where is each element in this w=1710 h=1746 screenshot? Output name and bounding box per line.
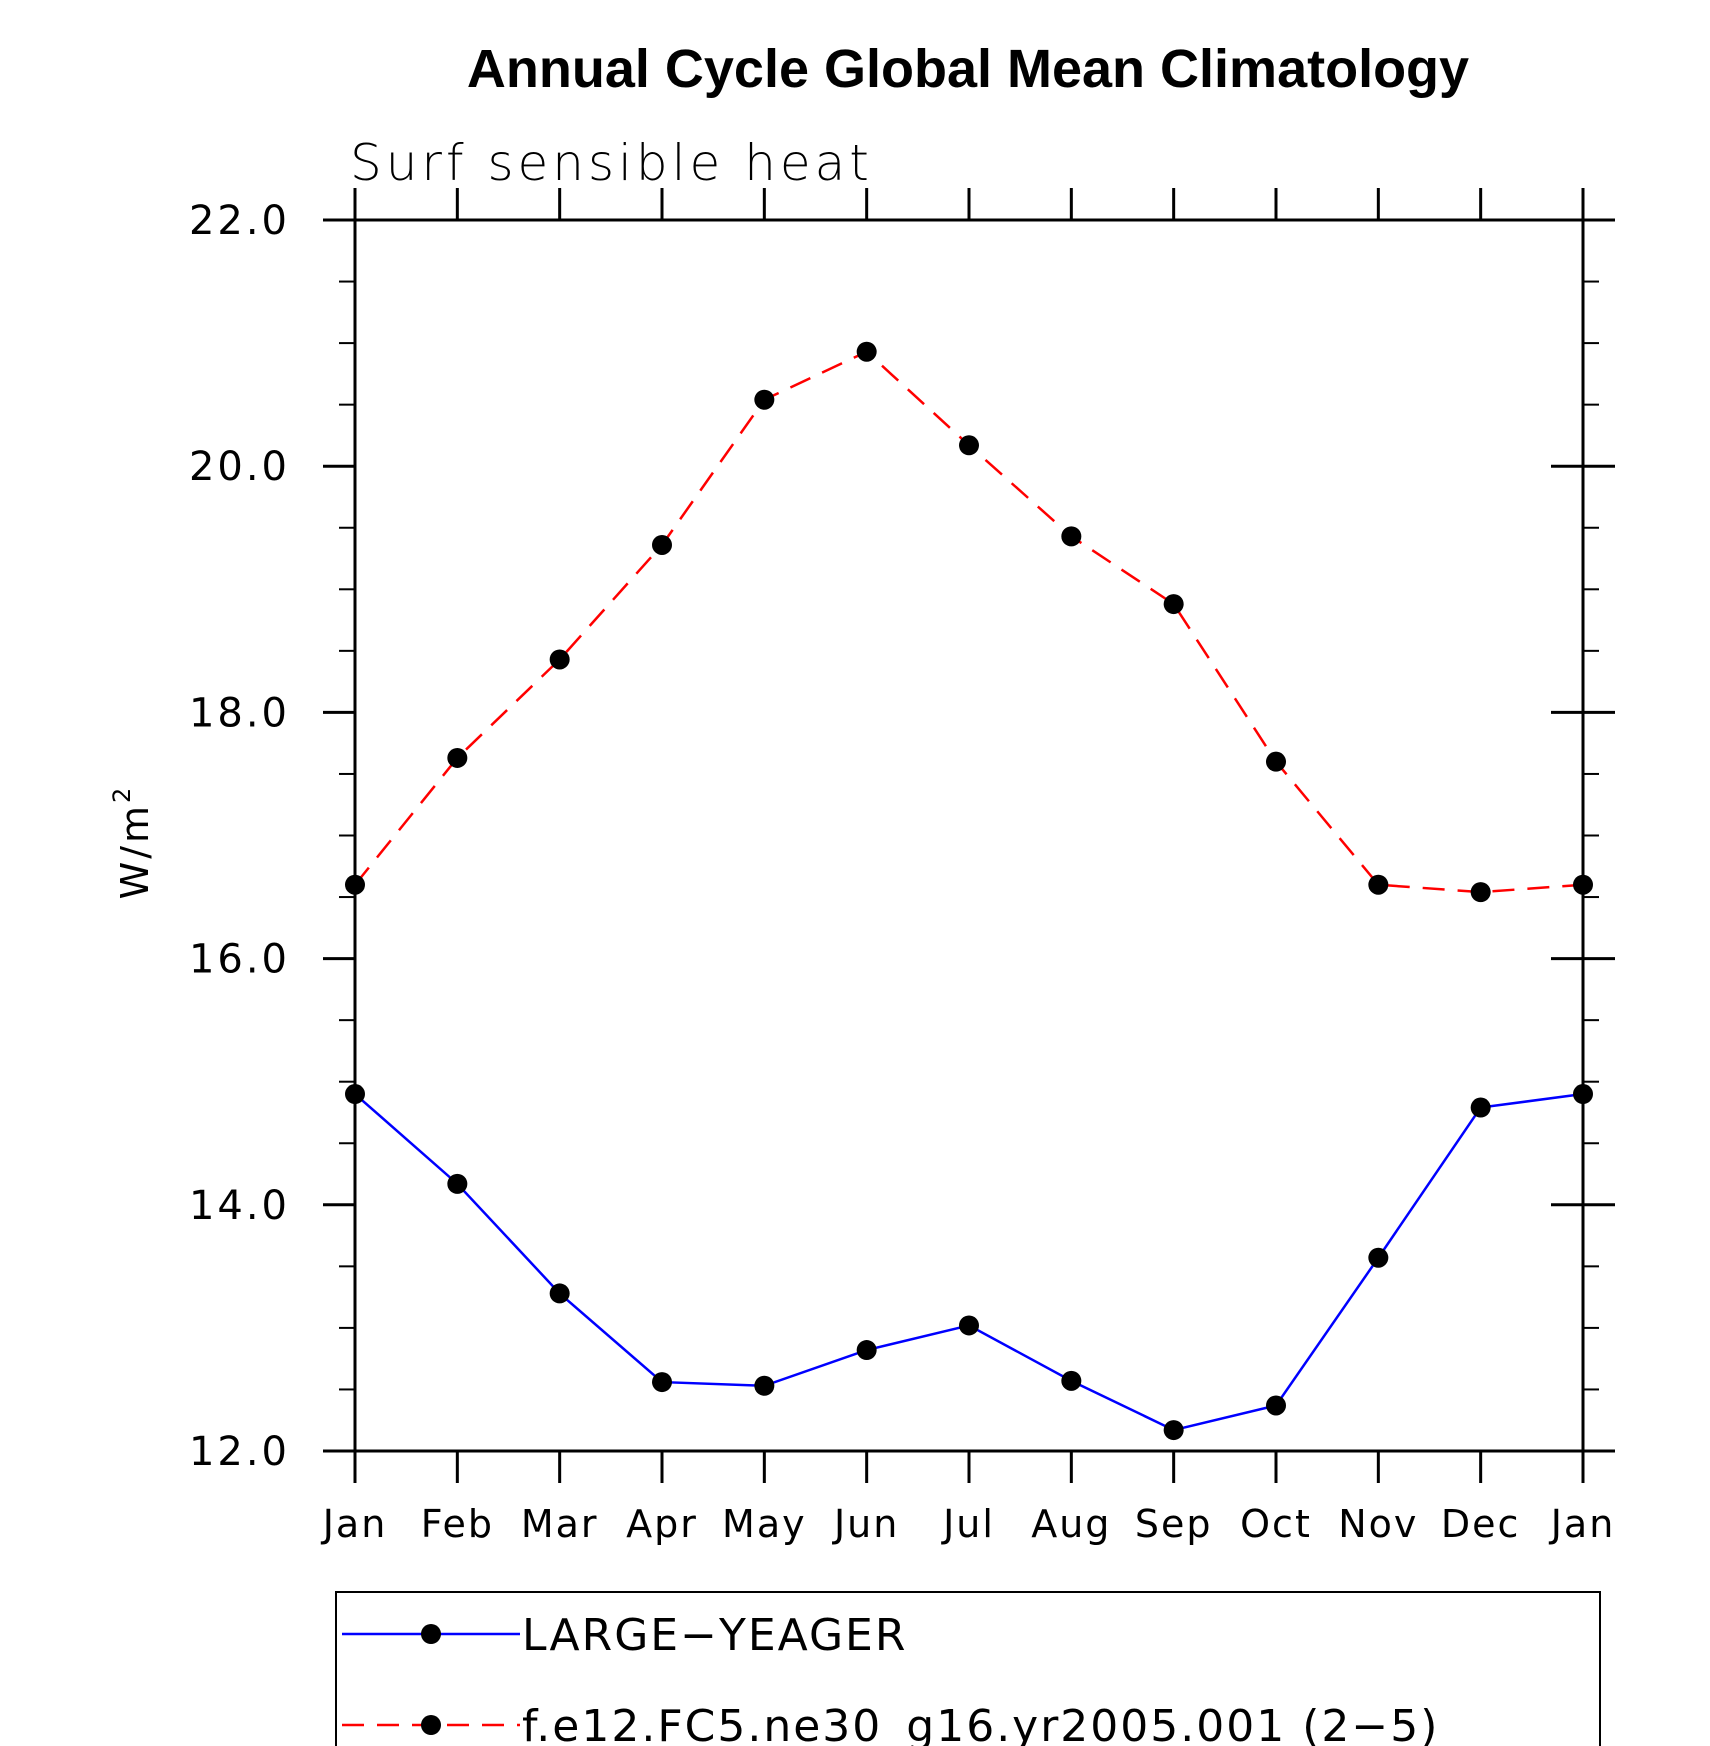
legend-box xyxy=(335,1591,1601,1746)
y-tick-label: 16.0 xyxy=(189,937,290,983)
data-point xyxy=(345,874,365,895)
data-point xyxy=(1163,1420,1184,1441)
y-tick-label: 20.0 xyxy=(189,444,290,490)
legend-item-1: f.e12.FC5.ne30_g16.yr2005.001 (2−5) xyxy=(342,1701,1439,1746)
data-point xyxy=(1061,526,1082,547)
data-point xyxy=(652,534,672,555)
x-tick-label: Sep xyxy=(1135,1502,1213,1546)
legend-items: LARGE−YEAGER f.e12.FC5.ne30_g16.yr2005.00… xyxy=(342,1610,1439,1746)
legend: LARGE−YEAGER f.e12.FC5.ne30_g16.yr2005.00… xyxy=(335,1591,1601,1746)
data-point xyxy=(1266,751,1286,772)
y-tick-label: 18.0 xyxy=(189,690,290,736)
series-line-0 xyxy=(354,1092,1584,1432)
series-line-1 xyxy=(354,350,1584,894)
y-axis-label-text: W/m xyxy=(113,803,157,899)
legend-marker xyxy=(421,1624,441,1644)
data-point xyxy=(1368,874,1389,895)
y-tick-labels: 12.0 14.0 16.0 18.0 20.0 22.0 xyxy=(189,198,290,1475)
data-point xyxy=(1470,882,1491,903)
data-point xyxy=(345,1084,365,1105)
chart-title: Annual Cycle Global Mean Climatology xyxy=(467,39,1469,99)
x-tick-label: Oct xyxy=(1240,1502,1312,1546)
x-tick-labels: Jan Feb Mar Apr May Jun Jul Aug Sep Oct Nov Dec Jan xyxy=(321,1502,1616,1546)
x-tick-label: Jul xyxy=(941,1502,995,1546)
x-tick-label: May xyxy=(722,1502,807,1546)
data-point xyxy=(1061,1370,1082,1391)
data-point xyxy=(1368,1247,1389,1268)
data-point xyxy=(1470,1097,1491,1118)
data-point xyxy=(1573,1084,1593,1105)
series-layer xyxy=(345,341,1593,1441)
data-point xyxy=(959,1315,979,1336)
x-tick-label: Aug xyxy=(1031,1502,1111,1546)
data-point xyxy=(959,435,979,456)
data-point xyxy=(856,1340,877,1361)
series-1 xyxy=(345,341,1593,903)
axis-ticks xyxy=(323,188,1615,1483)
legend-label: LARGE−YEAGER xyxy=(522,1610,907,1661)
data-point xyxy=(549,1283,570,1304)
y-tick-label: 22.0 xyxy=(189,198,290,244)
y-axis-label-superscript: 2 xyxy=(108,785,136,803)
x-tick-label: Mar xyxy=(521,1502,599,1546)
plot-frame xyxy=(353,218,1585,1453)
data-point xyxy=(1266,1395,1286,1416)
x-tick-label: Dec xyxy=(1441,1502,1521,1546)
series-0 xyxy=(345,1084,1593,1441)
y-axis-label: W/m2 xyxy=(108,785,157,900)
data-point xyxy=(1573,874,1593,895)
data-point xyxy=(856,341,877,362)
legend-label: f.e12.FC5.ne30_g16.yr2005.001 (2−5) xyxy=(522,1701,1439,1746)
x-tick-label: Jun xyxy=(832,1502,899,1546)
x-tick-label: Jan xyxy=(321,1502,388,1546)
chart-subtitle: Surf sensible heat xyxy=(350,134,873,192)
data-point xyxy=(652,1372,672,1393)
data-point xyxy=(754,1375,775,1396)
legend-item-0: LARGE−YEAGER xyxy=(342,1610,907,1661)
x-tick-label: Apr xyxy=(626,1502,698,1546)
legend-marker xyxy=(421,1715,441,1735)
y-tick-label: 12.0 xyxy=(189,1429,290,1475)
svg-text:W/m2: W/m2 xyxy=(108,785,157,900)
data-point xyxy=(754,389,775,410)
data-point xyxy=(447,747,468,768)
data-point xyxy=(1163,594,1184,615)
x-tick-label: Nov xyxy=(1338,1502,1418,1546)
y-tick-label: 14.0 xyxy=(189,1183,290,1229)
x-tick-label: Jan xyxy=(1549,1502,1616,1546)
data-point xyxy=(549,649,570,670)
x-tick-label: Feb xyxy=(421,1502,494,1546)
data-point xyxy=(447,1173,468,1194)
